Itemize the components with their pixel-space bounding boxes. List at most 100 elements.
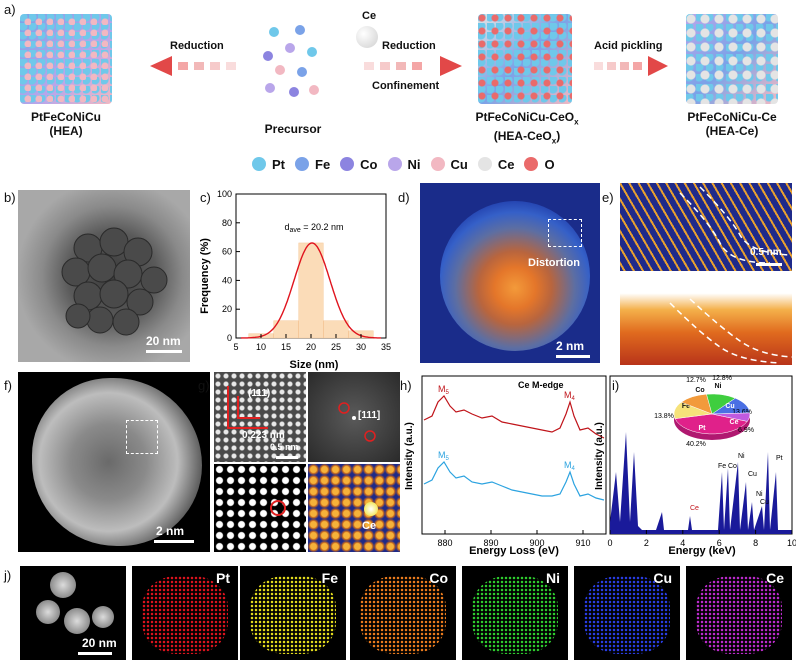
eels-blue-line bbox=[423, 461, 605, 501]
eds-fe-label: Fe bbox=[718, 463, 726, 470]
x-tick-label: 10 bbox=[787, 538, 796, 548]
hea-ceox-cube-illustration bbox=[478, 14, 572, 104]
legend-swatch bbox=[340, 157, 355, 171]
legend-label: Pt bbox=[272, 156, 285, 172]
x-tick-label: 8 bbox=[753, 538, 758, 548]
y-tick-label: 40 bbox=[222, 275, 232, 285]
scale-label-g: 0.5 nm bbox=[270, 442, 299, 452]
surface-dashes bbox=[669, 298, 792, 364]
nanoparticle-cluster-illustration bbox=[61, 227, 168, 336]
eels-spectrum-chart: Ce M-edge M5 M4 M5 M4 880 890 900 910 Energ… bbox=[404, 375, 607, 557]
scale-label-d: 2 nm bbox=[556, 339, 585, 353]
eds-co-label: Co bbox=[728, 463, 737, 470]
size-histogram-chart: 5 10 15 20 25 30 35 0 20 40 60 80 100 dave = 20.2 nm… bbox=[199, 189, 391, 371]
y-tick-label: 20 bbox=[222, 304, 232, 314]
map-label-cu: Cu bbox=[653, 570, 672, 586]
eds-ni-label: Ni bbox=[738, 453, 745, 460]
left-arrow-icon bbox=[150, 56, 236, 76]
eds-ni2-label: Ni bbox=[756, 491, 763, 498]
x-tick-label: 2 bbox=[644, 538, 649, 548]
pie-label: Pt bbox=[699, 425, 707, 432]
legend-label: Ce bbox=[497, 156, 515, 172]
x-tick-label: 0 bbox=[607, 538, 612, 548]
pie-percent: 13.6% bbox=[732, 409, 752, 416]
x-tick-label: 10 bbox=[256, 342, 266, 352]
x-tick-label: 15 bbox=[281, 342, 291, 352]
pie-percent: 40.2% bbox=[686, 441, 706, 448]
gaussian-fit-line bbox=[240, 242, 381, 339]
zone-axis-label: [111] bbox=[358, 410, 381, 421]
lattice-image-e: 0.5 nm bbox=[620, 183, 792, 271]
element-legend: Pt Fe Co Ni Cu Ce O bbox=[252, 154, 555, 174]
eels-red-line bbox=[423, 395, 605, 439]
legend-item: Fe bbox=[295, 157, 330, 172]
panel-label-b: b) bbox=[4, 190, 16, 205]
scale-label-j: 20 nm bbox=[82, 636, 117, 650]
panel-label-h: h) bbox=[400, 378, 412, 393]
hea-cube-illustration bbox=[20, 14, 112, 104]
pie-slice bbox=[674, 413, 748, 435]
eds-map-ni: Ni bbox=[462, 566, 568, 660]
x-tick-label: 5 bbox=[233, 342, 238, 352]
panel-label-j: j) bbox=[4, 568, 12, 583]
x-tick-label: 6 bbox=[717, 538, 722, 548]
legend-swatch bbox=[252, 157, 266, 171]
legend-label: O bbox=[544, 156, 555, 172]
scale-bar bbox=[556, 355, 590, 358]
pie-percent: 12.7% bbox=[686, 377, 706, 384]
legend-item: O bbox=[524, 156, 555, 172]
map-label-fe: Fe bbox=[321, 570, 338, 586]
panel-label-d: d) bbox=[398, 190, 410, 205]
x-tick-label: 35 bbox=[381, 342, 391, 352]
y-tick-label: 80 bbox=[222, 218, 232, 228]
panel-label-c: c) bbox=[200, 190, 211, 205]
distortion-label: Distortion bbox=[528, 257, 580, 269]
x-tick-label: 900 bbox=[529, 538, 544, 548]
pie-label: Ce bbox=[730, 419, 739, 426]
x-tick-label: 890 bbox=[483, 538, 498, 548]
eds-map-co: Co bbox=[350, 566, 456, 660]
map-label-pt: Pt bbox=[216, 570, 230, 586]
ce-atom-highlight bbox=[364, 502, 378, 516]
fft-spots bbox=[338, 402, 376, 442]
nanoparticle-intensity-map bbox=[440, 201, 590, 351]
color-map-g: Ce bbox=[308, 464, 400, 552]
ce-m-edge-title: Ce M-edge bbox=[518, 380, 564, 390]
scale-label-b: 20 nm bbox=[146, 334, 181, 348]
eds-spectrum-fill bbox=[610, 432, 792, 534]
heaceox-abbr-end: ) bbox=[556, 129, 561, 144]
eds-map-ce: Ce bbox=[686, 566, 792, 660]
panel-label-e: e) bbox=[602, 190, 614, 205]
pie-percent: 6.9% bbox=[738, 427, 754, 434]
pie-slice bbox=[711, 412, 751, 422]
m4-label-blue: M4 bbox=[564, 460, 576, 472]
legend-label: Co bbox=[360, 156, 378, 172]
right-arrow-2-icon bbox=[594, 56, 668, 76]
fft-image-g: [111] bbox=[308, 372, 400, 462]
panel-label-i: i) bbox=[612, 378, 620, 393]
plane-label: (111) bbox=[248, 388, 271, 399]
heaceox-name: PtFeCoNiCu-CeO bbox=[475, 110, 575, 124]
map-label-ce: Ce bbox=[766, 570, 784, 586]
panel-label-g: g) bbox=[198, 378, 210, 393]
y-tick-label: 0 bbox=[227, 333, 232, 343]
eds-pt-label: Pt bbox=[776, 455, 783, 462]
legend-label: Fe bbox=[315, 156, 331, 172]
legend-label: Ni bbox=[407, 156, 421, 172]
haadf-image-f: 2 nm bbox=[18, 372, 210, 552]
y-tick-label: 100 bbox=[217, 189, 232, 199]
x-axis-label: Size (nm) bbox=[290, 359, 339, 371]
heace-name: PtFeCoNiCu-Ce bbox=[687, 110, 777, 124]
x-tick-label: 25 bbox=[331, 342, 341, 352]
plot-frame bbox=[421, 375, 607, 535]
precursor-illustration bbox=[263, 25, 319, 97]
surface-plot-e bbox=[620, 273, 792, 365]
scale-bar bbox=[154, 540, 194, 543]
pie-percent: 12.8% bbox=[712, 375, 732, 382]
legend-swatch bbox=[295, 157, 309, 171]
heace-abbr: (HEA-Ce) bbox=[705, 124, 759, 138]
x-tick-label: 880 bbox=[437, 538, 452, 548]
eds-x-label: Energy (keV) bbox=[668, 545, 736, 557]
scale-bar bbox=[146, 350, 182, 353]
hea-ce-cube-illustration bbox=[686, 14, 778, 104]
